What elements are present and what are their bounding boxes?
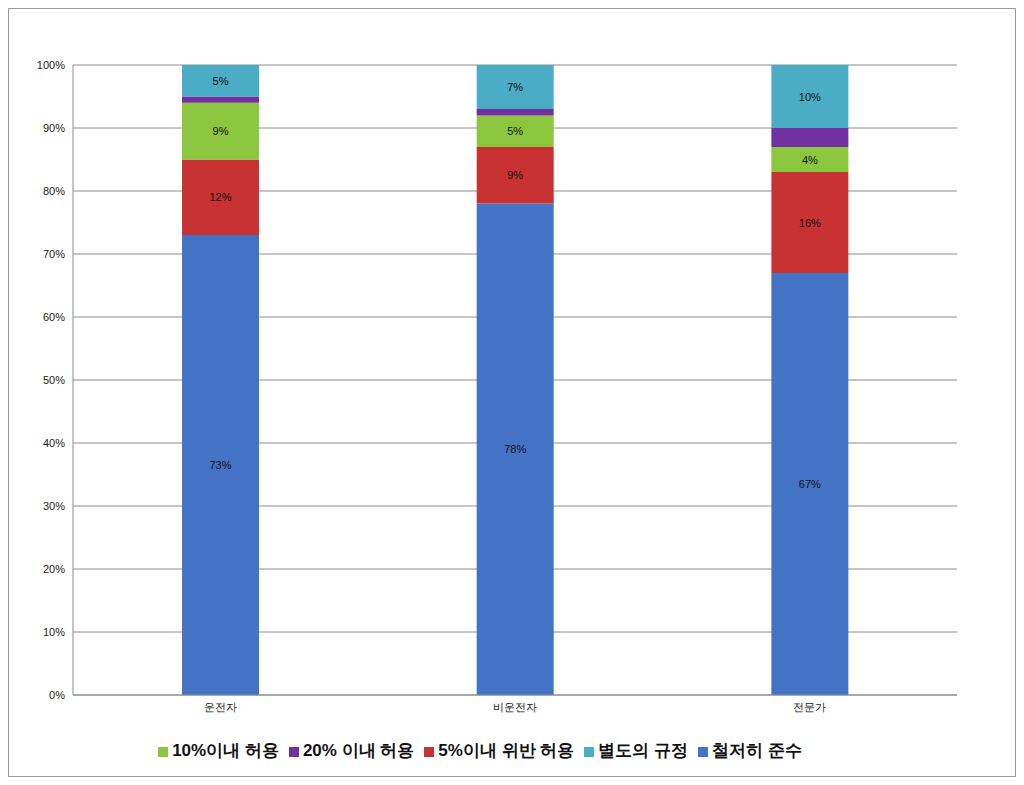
svg-text:100%: 100%	[37, 59, 65, 71]
svg-text:9%: 9%	[507, 169, 523, 181]
svg-text:7%: 7%	[507, 81, 523, 93]
svg-text:10%: 10%	[799, 91, 821, 103]
html-text:10%이내 허용: 10%이내 허용	[172, 741, 279, 760]
svg-text:20%: 20%	[43, 563, 65, 575]
svg-text:50%: 50%	[43, 374, 65, 386]
svg-text:운전자: 운전자	[204, 701, 237, 713]
svg-text:전문가: 전문가	[793, 701, 826, 713]
svg-text:10%: 10%	[43, 626, 65, 638]
svg-text:9%: 9%	[213, 125, 229, 137]
svg-text:16%: 16%	[799, 217, 821, 229]
html-text:5%이내 위반 허용: 5%이내 위반 허용	[438, 741, 575, 760]
html-text:20% 이내 허용: 20% 이내 허용	[302, 741, 415, 760]
svg-text:78%: 78%	[504, 443, 526, 455]
svg-text:67%: 67%	[799, 478, 821, 490]
html-text:별도의 규정: 별도의 규정	[598, 741, 689, 760]
svg-text:0%: 0%	[49, 689, 65, 701]
svg-text:70%: 70%	[43, 248, 65, 260]
html-text:철저히 준수: 철저히 준수	[712, 741, 802, 760]
svg-text:5%: 5%	[213, 75, 229, 87]
svg-text:60%: 60%	[43, 311, 65, 323]
svg-text:5%: 5%	[507, 125, 523, 137]
svg-text:4%: 4%	[802, 154, 818, 166]
svg-text:30%: 30%	[43, 500, 65, 512]
svg-text:12%: 12%	[210, 191, 232, 203]
svg-text:40%: 40%	[43, 437, 65, 449]
svg-text:90%: 90%	[43, 122, 65, 134]
svg-text:비운전자: 비운전자	[493, 701, 537, 713]
svg-text:73%: 73%	[210, 459, 232, 471]
svg-text:80%: 80%	[43, 185, 65, 197]
